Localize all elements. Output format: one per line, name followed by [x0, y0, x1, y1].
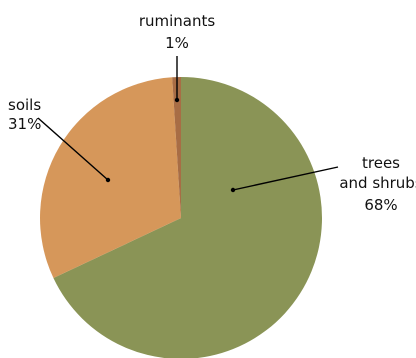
slice-category-label: ruminants: [139, 12, 216, 30]
slice-category-label: and shrubs: [339, 174, 416, 192]
leader-dot: [105, 177, 111, 183]
slice-percent-label: 31%: [8, 115, 41, 133]
pie-slice-ruminants: [172, 77, 181, 218]
pie-slice-soils: [40, 77, 181, 279]
leader-dot: [174, 97, 180, 103]
pie-slices: [40, 77, 322, 358]
pie-slice-trees-and-shrubs: [53, 77, 322, 358]
leader-line: [232, 166, 339, 191]
slice-percent-label: 68%: [364, 196, 397, 214]
slice-category-label: soils: [8, 96, 41, 114]
slice-category-label: trees: [362, 154, 400, 172]
leader-dot: [230, 187, 236, 193]
leader-line: [37, 117, 109, 181]
leader-lines: [37, 56, 339, 193]
slice-percent-label: 1%: [165, 34, 189, 52]
